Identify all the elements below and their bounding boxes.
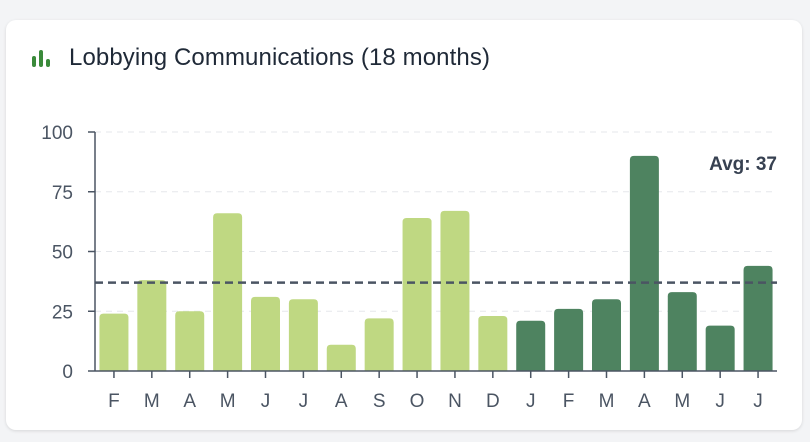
bar (440, 210, 470, 371)
bar (251, 296, 280, 371)
bar (175, 311, 205, 371)
bar (705, 325, 735, 371)
y-tick-label: 100 (41, 123, 73, 144)
bar (478, 316, 508, 371)
bar-chart-icon (30, 47, 52, 69)
x-tick-label: D (486, 391, 500, 412)
x-tick-label: F (108, 391, 120, 412)
average-label: Avg: 37 (709, 154, 777, 175)
card-header: Lobbying Communications (18 months) (30, 38, 490, 78)
bar (326, 344, 356, 371)
x-tick-label: J (715, 391, 725, 412)
x-tick-label: M (599, 391, 615, 412)
x-tick-label: J (753, 391, 763, 412)
bar (99, 313, 129, 371)
bar (743, 265, 773, 371)
x-tick-label: F (563, 391, 575, 412)
x-tick-label: N (448, 391, 462, 412)
y-tick-label: 25 (52, 302, 73, 323)
bar (213, 213, 243, 371)
bar (402, 218, 432, 371)
bar (516, 320, 546, 371)
y-tick-label: 50 (52, 243, 73, 264)
x-tick-label: A (335, 391, 348, 412)
bar (554, 308, 584, 371)
chart-title: Lobbying Communications (18 months) (69, 44, 491, 71)
bar (364, 318, 394, 371)
y-tick-label: 75 (52, 183, 73, 204)
x-tick-label: M (674, 391, 690, 412)
x-tick-label: O (410, 391, 425, 412)
x-tick-label: J (299, 391, 309, 412)
bar (288, 299, 318, 371)
bar (137, 280, 167, 371)
x-tick-label: J (261, 391, 271, 412)
x-tick-label: A (638, 391, 651, 412)
x-tick-label: M (144, 391, 160, 412)
bar (629, 155, 659, 371)
x-tick-label: A (183, 391, 196, 412)
bar (667, 292, 697, 371)
x-tick-label: J (526, 391, 536, 412)
x-tick-label: M (220, 391, 236, 412)
y-tick-label: 0 (62, 362, 73, 383)
x-tick-label: S (373, 391, 386, 412)
bar (592, 299, 621, 371)
